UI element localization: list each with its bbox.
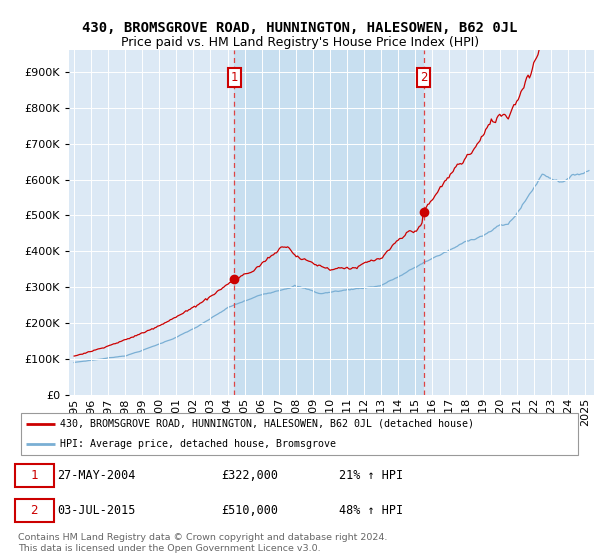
Text: HPI: Average price, detached house, Bromsgrove: HPI: Average price, detached house, Brom… bbox=[60, 439, 337, 449]
Text: 430, BROMSGROVE ROAD, HUNNINGTON, HALESOWEN, B62 0JL (detached house): 430, BROMSGROVE ROAD, HUNNINGTON, HALESO… bbox=[60, 419, 475, 429]
Text: £322,000: £322,000 bbox=[221, 469, 278, 482]
FancyBboxPatch shape bbox=[21, 413, 578, 455]
Text: 21% ↑ HPI: 21% ↑ HPI bbox=[340, 469, 404, 482]
Text: 2: 2 bbox=[420, 71, 427, 84]
Text: 03-JUL-2015: 03-JUL-2015 bbox=[58, 504, 136, 517]
Text: 1: 1 bbox=[230, 71, 238, 84]
Text: 430, BROMSGROVE ROAD, HUNNINGTON, HALESOWEN, B62 0JL: 430, BROMSGROVE ROAD, HUNNINGTON, HALESO… bbox=[82, 21, 518, 35]
Text: 1: 1 bbox=[31, 469, 38, 482]
Text: Price paid vs. HM Land Registry's House Price Index (HPI): Price paid vs. HM Land Registry's House … bbox=[121, 36, 479, 49]
Text: Contains HM Land Registry data © Crown copyright and database right 2024.
This d: Contains HM Land Registry data © Crown c… bbox=[18, 533, 388, 553]
Text: 27-MAY-2004: 27-MAY-2004 bbox=[58, 469, 136, 482]
Bar bbox=[235, 50, 424, 395]
Text: £510,000: £510,000 bbox=[221, 504, 278, 517]
Text: 2: 2 bbox=[31, 504, 38, 517]
FancyBboxPatch shape bbox=[15, 499, 53, 521]
FancyBboxPatch shape bbox=[15, 464, 53, 487]
Text: 48% ↑ HPI: 48% ↑ HPI bbox=[340, 504, 404, 517]
